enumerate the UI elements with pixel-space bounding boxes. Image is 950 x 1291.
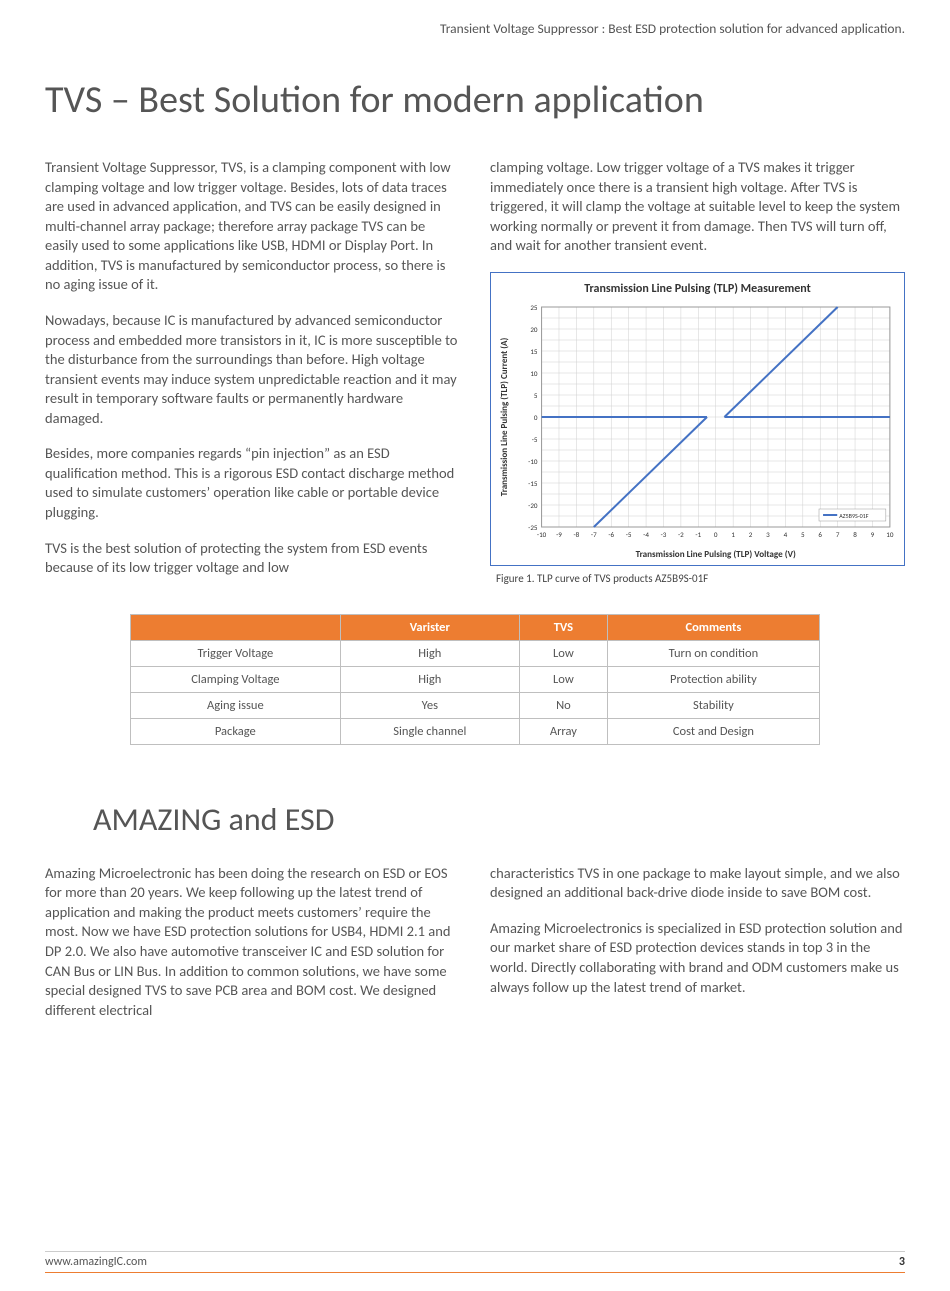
svg-text:15: 15: [530, 347, 538, 356]
table-cell: High: [340, 666, 519, 692]
svg-text:10: 10: [886, 530, 894, 539]
table-cell: Single channel: [340, 718, 519, 744]
svg-text:AZ5B9S-01F: AZ5B9S-01F: [839, 512, 869, 520]
section-2-columns: Amazing Microelectronic has been doing t…: [45, 864, 905, 1037]
section-2-left-column: Amazing Microelectronic has been doing t…: [45, 864, 460, 1037]
svg-text:-10: -10: [537, 530, 547, 539]
section-1-columns: Transient Voltage Suppressor, TVS, is a …: [45, 158, 905, 594]
svg-text:5: 5: [801, 530, 805, 539]
svg-text:0: 0: [714, 530, 718, 539]
table-row: Aging issueYesNoStability: [131, 692, 820, 718]
table-cell: Low: [519, 666, 607, 692]
table-cell: Clamping Voltage: [131, 666, 341, 692]
svg-text:3: 3: [766, 530, 770, 539]
section-2-right-column: characteristics TVS in one package to ma…: [490, 864, 905, 1037]
chart-title: Transmission Line Pulsing (TLP) Measurem…: [495, 281, 900, 297]
table-cell: Protection ability: [607, 666, 819, 692]
svg-text:6: 6: [818, 530, 822, 539]
body-paragraph: characteristics TVS in one package to ma…: [490, 864, 905, 903]
table-cell: High: [340, 640, 519, 666]
table-cell: Cost and Design: [607, 718, 819, 744]
svg-text:-4: -4: [643, 530, 649, 539]
body-paragraph: Amazing Microelectronics is specialized …: [490, 919, 905, 997]
svg-text:-5: -5: [532, 435, 538, 444]
svg-text:9: 9: [871, 530, 875, 539]
svg-text:-7: -7: [591, 530, 597, 539]
svg-text:-1: -1: [695, 530, 701, 539]
footer-url: www.amazingIC.com: [45, 1255, 147, 1269]
table-header-cell: Comments: [607, 614, 819, 640]
svg-text:-20: -20: [528, 501, 538, 510]
table-cell: Array: [519, 718, 607, 744]
table-row: PackageSingle channelArrayCost and Desig…: [131, 718, 820, 744]
running-header: Transient Voltage Suppressor : Best ESD …: [45, 20, 905, 37]
table-cell: Stability: [607, 692, 819, 718]
page-title: TVS – Best Solution for modern applicati…: [45, 77, 905, 123]
table-row: Trigger VoltageHighLowTurn on condition: [131, 640, 820, 666]
table-header-cell: [131, 614, 341, 640]
table-cell: Turn on condition: [607, 640, 819, 666]
chart-svg: -10-9-8-7-6-5-4-3-2-1012345678910-25-20-…: [495, 301, 900, 561]
table-row: Clamping VoltageHighLowProtection abilit…: [131, 666, 820, 692]
body-paragraph: Besides, more companies regards “pin inj…: [45, 444, 460, 522]
svg-text:-25: -25: [528, 523, 538, 532]
svg-text:-5: -5: [626, 530, 632, 539]
svg-text:25: 25: [530, 303, 538, 312]
svg-text:2: 2: [749, 530, 753, 539]
tlp-chart: Transmission Line Pulsing (TLP) Measurem…: [490, 272, 905, 566]
body-paragraph: TVS is the best solution of protecting t…: [45, 539, 460, 578]
svg-text:Transmission Line Pulsing (TLP: Transmission Line Pulsing (TLP) Voltage …: [636, 549, 796, 560]
svg-text:10: 10: [530, 369, 538, 378]
svg-text:Transmission Line Pulsing (TLP: Transmission Line Pulsing (TLP) Current …: [499, 338, 510, 497]
section-1-right-column: clamping voltage. Low trigger voltage of…: [490, 158, 905, 594]
svg-text:0: 0: [534, 413, 538, 422]
page-number: 3: [899, 1255, 905, 1269]
svg-text:-2: -2: [678, 530, 684, 539]
table-header-cell: Varister: [340, 614, 519, 640]
svg-text:-10: -10: [528, 457, 538, 466]
page-footer: www.amazingIC.com 3: [45, 1251, 905, 1273]
svg-text:5: 5: [534, 391, 538, 400]
section-2-title: AMAZING and ESD: [93, 800, 905, 839]
svg-text:1: 1: [731, 530, 735, 539]
body-paragraph: Nowadays, because IC is manufactured by …: [45, 311, 460, 428]
svg-text:20: 20: [530, 325, 538, 334]
svg-text:-8: -8: [574, 530, 580, 539]
body-paragraph: Amazing Microelectronic has been doing t…: [45, 864, 460, 1021]
table-header-row: Varister TVS Comments: [131, 614, 820, 640]
svg-text:-15: -15: [528, 479, 538, 488]
svg-text:-9: -9: [556, 530, 562, 539]
svg-text:-3: -3: [661, 530, 667, 539]
section-1-left-column: Transient Voltage Suppressor, TVS, is a …: [45, 158, 460, 594]
comparison-table: Varister TVS Comments Trigger VoltageHig…: [130, 614, 820, 745]
table-cell: Aging issue: [131, 692, 341, 718]
svg-text:-6: -6: [608, 530, 614, 539]
body-paragraph: Transient Voltage Suppressor, TVS, is a …: [45, 158, 460, 295]
svg-text:4: 4: [784, 530, 788, 539]
svg-text:7: 7: [836, 530, 840, 539]
figure-caption: Figure 1. TLP curve of TVS products AZ5B…: [490, 572, 905, 587]
table-cell: Package: [131, 718, 341, 744]
table-header-cell: TVS: [519, 614, 607, 640]
chart-plot-area: -10-9-8-7-6-5-4-3-2-1012345678910-25-20-…: [495, 301, 900, 561]
table-cell: No: [519, 692, 607, 718]
svg-text:8: 8: [853, 530, 857, 539]
body-paragraph: clamping voltage. Low trigger voltage of…: [490, 158, 905, 256]
table-cell: Trigger Voltage: [131, 640, 341, 666]
table-cell: Yes: [340, 692, 519, 718]
table-cell: Low: [519, 640, 607, 666]
